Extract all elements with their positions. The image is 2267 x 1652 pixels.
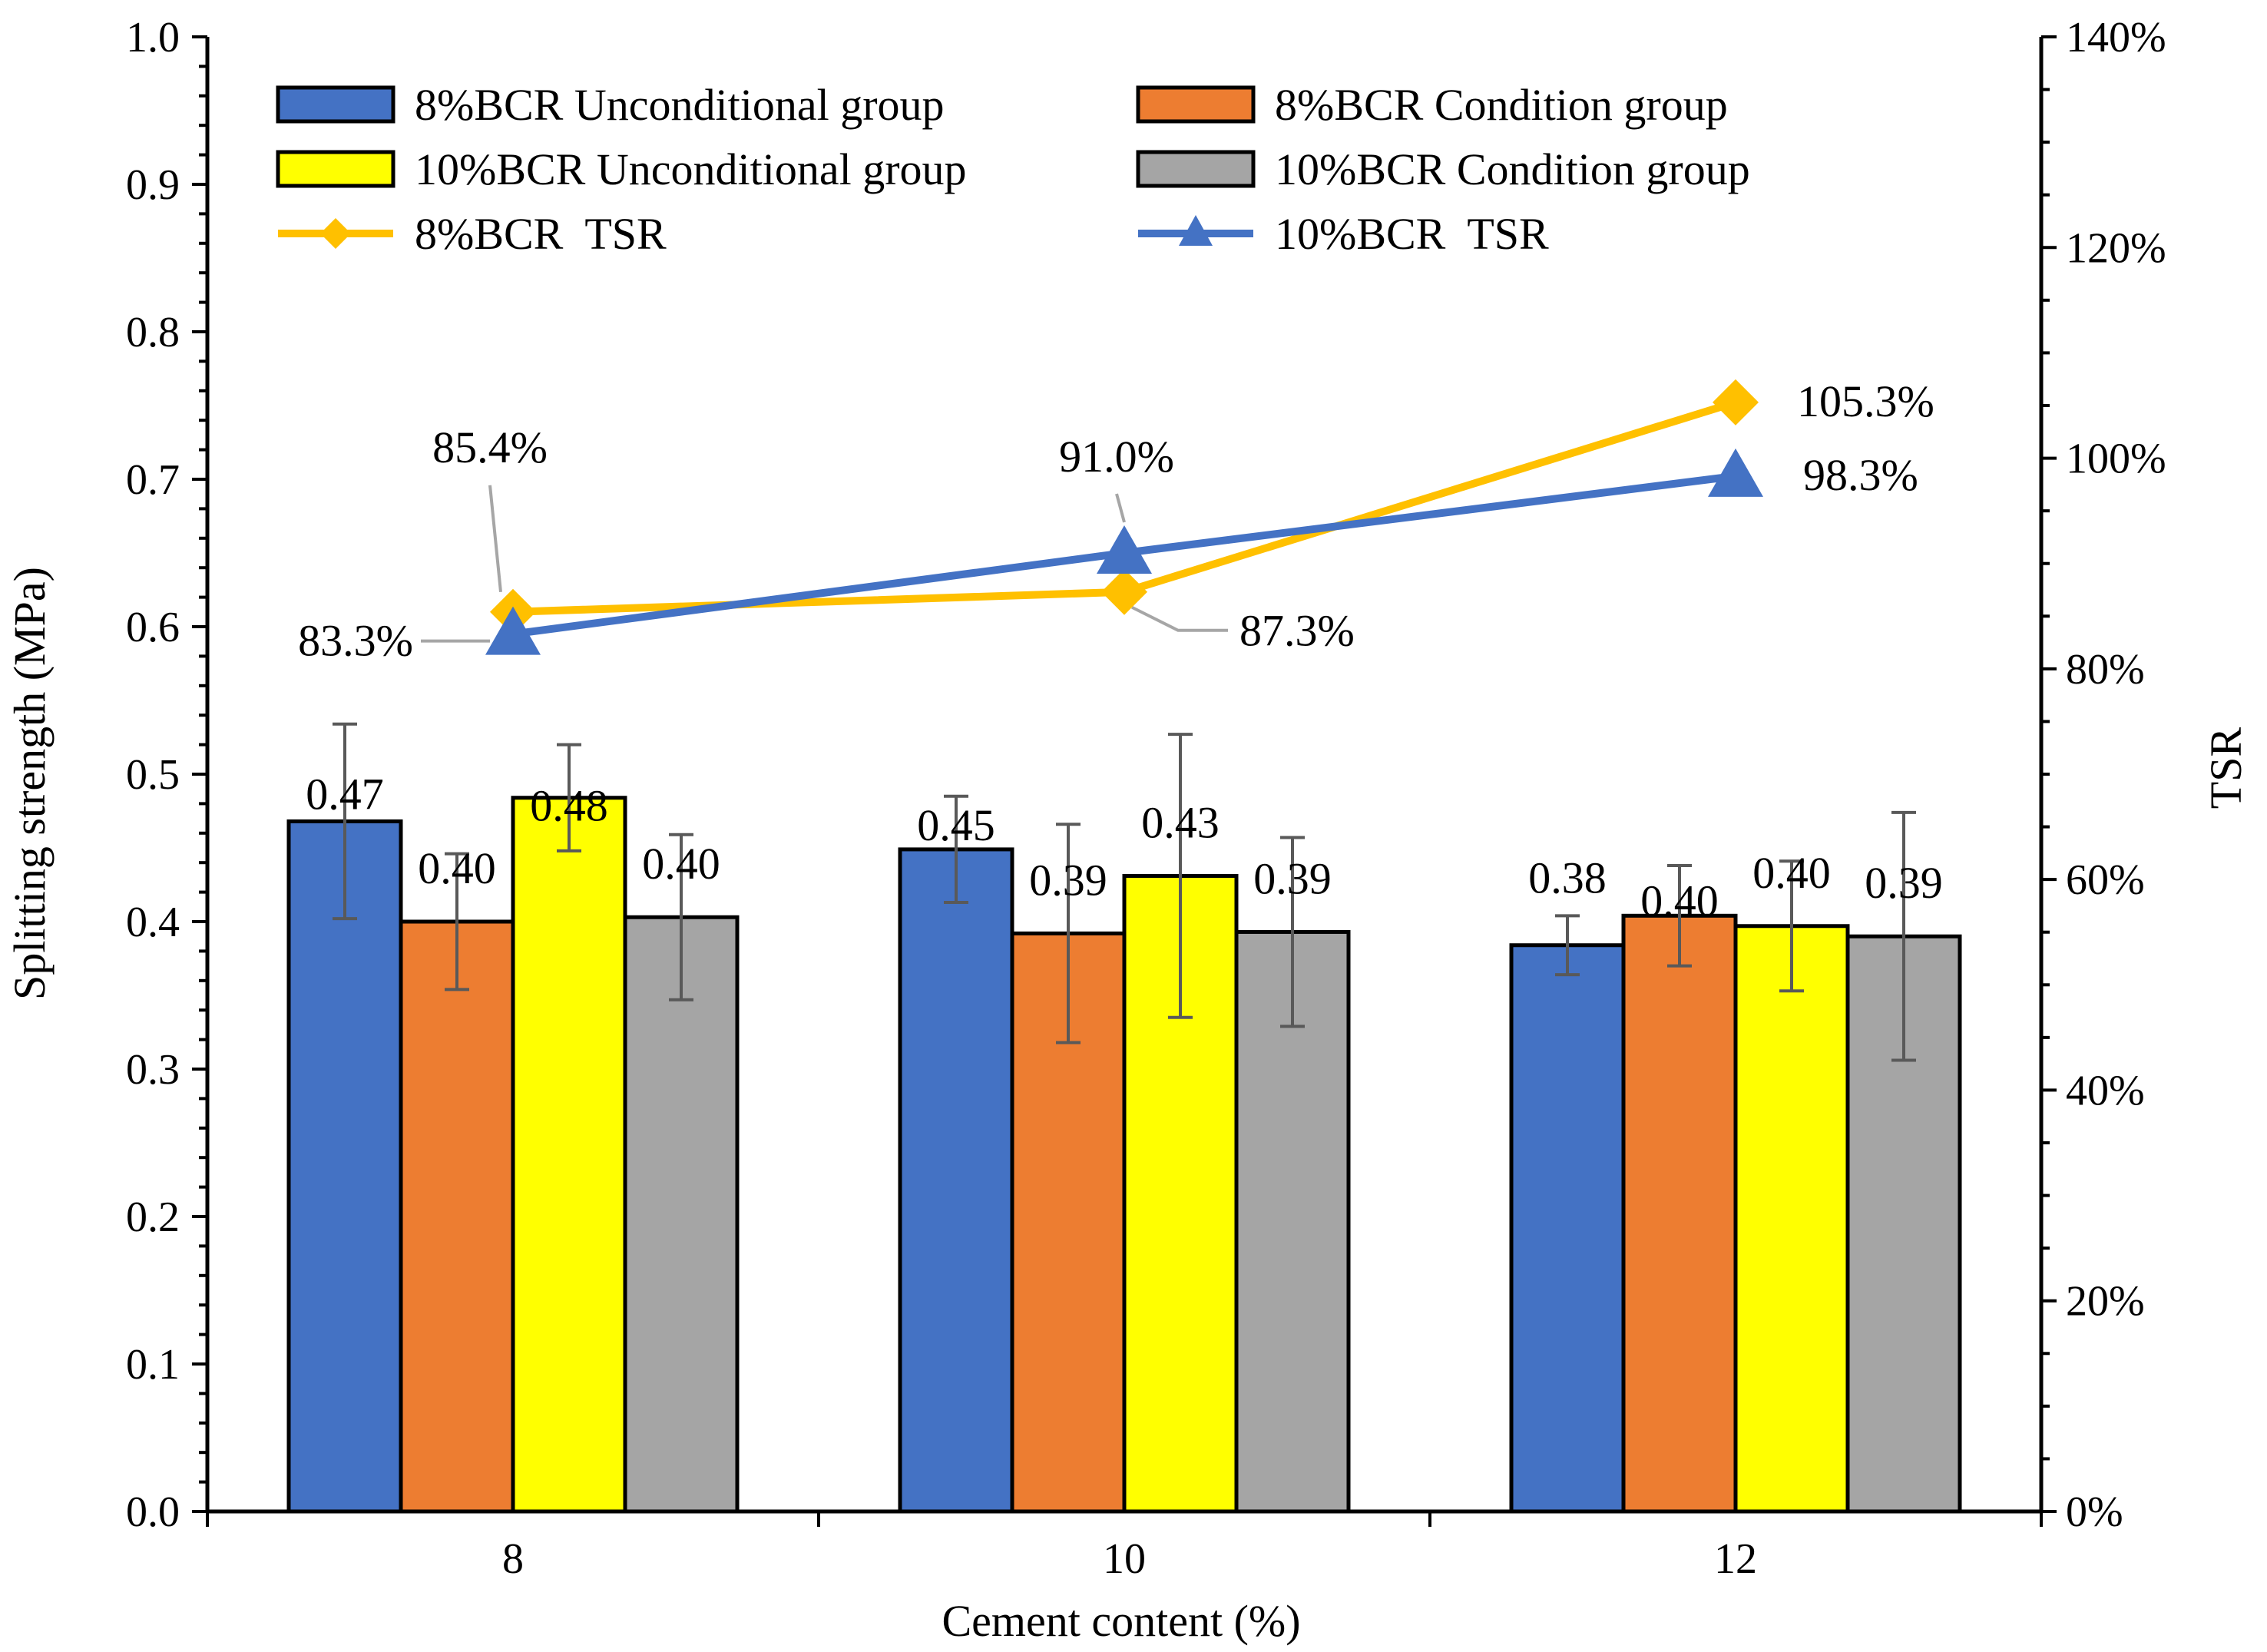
- y2-tick-label-2: 40%: [2066, 1067, 2145, 1114]
- bar-value-label-series2-cat0: 0.48: [530, 781, 608, 831]
- bar-series0-cat1: [898, 847, 1014, 1514]
- bar-series0-cat0: [286, 819, 403, 1514]
- y-tick-label-9: 0.9: [126, 161, 180, 209]
- bar-value-label-series3-cat2: 0.39: [1865, 858, 1943, 908]
- bar-value-label-series3-cat1: 0.39: [1253, 853, 1332, 903]
- legend-swatch-10bcr-condition: [1136, 150, 1256, 188]
- bar-value-label-series1-cat1: 0.39: [1029, 855, 1107, 905]
- bar-series1-cat2: [1621, 913, 1738, 1514]
- bar-series1-cat0: [399, 919, 515, 1514]
- tsr-marker-diamond-cat2: [1713, 379, 1759, 425]
- legend-label-10bcr-unconditional: 10%BCR Unconditional group: [415, 144, 967, 194]
- y-tick-label-0: 0.0: [126, 1488, 180, 1536]
- y-tick-label-5: 0.5: [126, 751, 180, 799]
- tsr-value-label-series1-cat0: 83.3%: [298, 616, 413, 666]
- axes-layer: 0.0 0.1 0.2 0.3 0.4 0.5 0.6 0.7 0.8 0.9 1.0 0% 20% 40…: [126, 14, 2166, 1583]
- y2-tick-label-4: 80%: [2066, 646, 2145, 694]
- legend-marker-triangle-icon: [1179, 215, 1213, 246]
- y-tick-label-7: 0.7: [126, 456, 180, 504]
- legend-swatch-8bcr-condition: [1136, 85, 1256, 124]
- bar-value-label-series2-cat1: 0.43: [1141, 797, 1220, 847]
- legend-swatch-10bcr-unconditional: [276, 150, 395, 188]
- y2-tick-label-1: 20%: [2066, 1278, 2145, 1326]
- tsr-marker-diamond-cat1: [1101, 568, 1147, 615]
- y-tick-label-10: 1.0: [126, 14, 180, 61]
- bar-series3-cat0: [623, 915, 740, 1514]
- legend-marker-diamond-icon: [320, 218, 351, 249]
- bar-series0-cat2: [1509, 943, 1626, 1514]
- bar-value-label-series1-cat2: 0.40: [1640, 876, 1719, 925]
- tsr-marker-triangle-cat2: [1708, 448, 1763, 497]
- legend-swatch-8bcr-unconditional: [276, 85, 395, 124]
- tsr-leader-series1-cat1: [1115, 493, 1126, 523]
- bar-value-label-series0-cat1: 0.45: [917, 800, 995, 850]
- bars-layer: [286, 796, 1962, 1514]
- y-tick-label-1: 0.1: [126, 1341, 180, 1389]
- tsr-marker-triangle-cat1: [1097, 525, 1152, 574]
- y-tick-label-4: 0.4: [126, 899, 180, 946]
- y2-tick-label-6: 120%: [2066, 224, 2166, 272]
- tsr-leader-series0-cat1: [1131, 605, 1228, 632]
- x-axis-title: Cement content (%): [942, 1596, 1300, 1646]
- tsr-leader-series0-cat0: [488, 485, 502, 593]
- y2-tick-label-3: 60%: [2066, 856, 2145, 904]
- tsr-marker-triangle-cat0: [485, 606, 541, 655]
- legend-label-10bcr-tsr: 10%BCR TSR: [1275, 209, 1549, 259]
- tsr-value-label-series0-cat1: 87.3%: [1239, 606, 1355, 656]
- y2-tick-label-5: 100%: [2066, 435, 2166, 483]
- bar-value-label-series0-cat0: 0.47: [306, 769, 384, 819]
- bar-series2-cat0: [511, 796, 627, 1514]
- data-labels-layer: 0.47 0.45 0.38 0.40 0.39 0.40 0.48 0.43 0.40 0.40…: [298, 376, 1943, 925]
- tsr-lines-layer: [485, 379, 1763, 655]
- y-tick-label-3: 0.3: [126, 1046, 180, 1094]
- y2-axis-title: TSR: [2201, 727, 2251, 809]
- tsr-value-label-series1-cat1: 91.0%: [1059, 432, 1174, 482]
- legend-label-10bcr-condition: 10%BCR Condition group: [1275, 144, 1750, 194]
- y-axis-title: Splitting strength (MPa): [5, 567, 55, 1000]
- bar-value-label-series1-cat0: 0.40: [418, 843, 496, 893]
- y2-tick-label-0: 0%: [2066, 1488, 2123, 1536]
- x-tick-label-1: 10: [1103, 1535, 1146, 1583]
- legend-label-8bcr-unconditional: 8%BCR Unconditional group: [415, 80, 945, 130]
- bar-series2-cat2: [1733, 924, 1850, 1514]
- bar-value-label-series3-cat0: 0.40: [642, 839, 720, 889]
- tsr-value-label-series0-cat0: 85.4%: [432, 422, 548, 472]
- legend-label-8bcr-condition: 8%BCR Condition group: [1275, 80, 1728, 130]
- bar-value-label-series2-cat2: 0.40: [1752, 848, 1831, 898]
- bar-value-label-series0-cat2: 0.38: [1528, 853, 1607, 903]
- legend: 8%BCR Unconditional group 8%BCR Conditio…: [276, 80, 1750, 259]
- legend-label-8bcr-tsr: 8%BCR TSR: [415, 209, 667, 259]
- y-tick-label-2: 0.2: [126, 1193, 180, 1241]
- x-tick-label-0: 8: [502, 1535, 524, 1583]
- label-leader-lines: [421, 485, 1228, 643]
- y-tick-label-6: 0.6: [126, 604, 180, 651]
- tsr-value-label-series1-cat2: 98.3%: [1803, 450, 1918, 500]
- x-tick-label-2: 12: [1714, 1535, 1757, 1583]
- tsr-value-label-series0-cat2: 105.3%: [1797, 376, 1934, 426]
- error-bars-layer: [333, 722, 1916, 1062]
- y-tick-label-8: 0.8: [126, 309, 180, 356]
- y2-tick-label-7: 140%: [2066, 14, 2166, 61]
